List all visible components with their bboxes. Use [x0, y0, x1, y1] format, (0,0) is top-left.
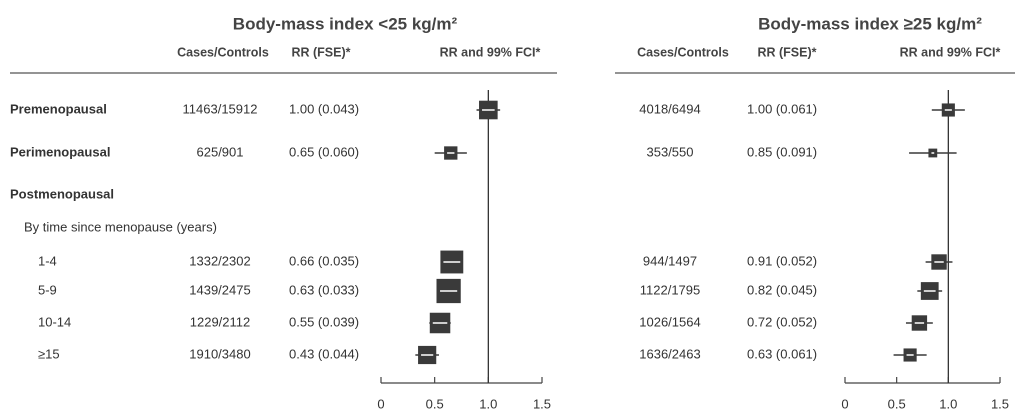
cases-controls: 1636/2463 [639, 346, 700, 361]
cases-controls: 1026/1564 [639, 314, 700, 329]
column-header: RR (FSE)* [757, 45, 816, 59]
rr-label: 0.63 (0.061) [747, 346, 817, 361]
column-header: Cases/Controls [177, 45, 269, 59]
row-label: Perimenopausal [10, 144, 110, 159]
row-label: 10-14 [38, 314, 71, 329]
cases-controls: 625/901 [197, 144, 244, 159]
cases-controls: 1910/3480 [189, 346, 250, 361]
panel-title: Body-mass index <25 kg/m² [233, 14, 458, 33]
column-header: RR and 99% FCI* [900, 45, 1001, 59]
rr-label: 1.00 (0.043) [289, 101, 359, 116]
rr-label: 1.00 (0.061) [747, 101, 817, 116]
rr-label: 0.65 (0.060) [289, 144, 359, 159]
row-label: Premenopausal [10, 101, 107, 116]
x-tick-label: 1.0 [939, 396, 957, 411]
cases-controls: 353/550 [647, 144, 694, 159]
cases-controls: 1439/2475 [189, 282, 250, 297]
rr-label: 0.43 (0.044) [289, 346, 359, 361]
rr-label: 0.63 (0.033) [289, 282, 359, 297]
row-label: 5-9 [38, 282, 57, 297]
rr-label: 0.72 (0.052) [747, 314, 817, 329]
rr-label: 0.55 (0.039) [289, 314, 359, 329]
row-label: By time since menopause (years) [24, 219, 217, 234]
x-tick-label: 1.0 [479, 396, 497, 411]
row-label: 1-4 [38, 253, 57, 268]
cases-controls: 944/1497 [643, 253, 697, 268]
cases-controls: 11463/15912 [183, 101, 258, 116]
x-tick-label: 0.5 [888, 396, 906, 411]
row-label: Postmenopausal [10, 186, 114, 201]
rr-label: 0.66 (0.035) [289, 253, 359, 268]
column-header: RR and 99% FCI* [440, 45, 541, 59]
cases-controls: 1122/1795 [640, 282, 701, 297]
column-header: Cases/Controls [637, 45, 729, 59]
x-tick-label: 1.5 [991, 396, 1009, 411]
row-label: ≥15 [38, 346, 60, 361]
column-header: RR (FSE)* [291, 45, 350, 59]
x-tick-label: 1.5 [533, 396, 551, 411]
rr-label: 0.85 (0.091) [747, 144, 817, 159]
panel-title: Body-mass index ≥25 kg/m² [758, 14, 982, 33]
x-tick-label: 0.5 [426, 396, 444, 411]
x-tick-label: 0 [377, 396, 384, 411]
rr-label: 0.82 (0.045) [747, 282, 817, 297]
cases-controls: 4018/6494 [639, 101, 700, 116]
cases-controls: 1229/2112 [190, 314, 251, 329]
x-tick-label: 0 [841, 396, 848, 411]
rr-label: 0.91 (0.052) [747, 253, 817, 268]
cases-controls: 1332/2302 [189, 253, 250, 268]
